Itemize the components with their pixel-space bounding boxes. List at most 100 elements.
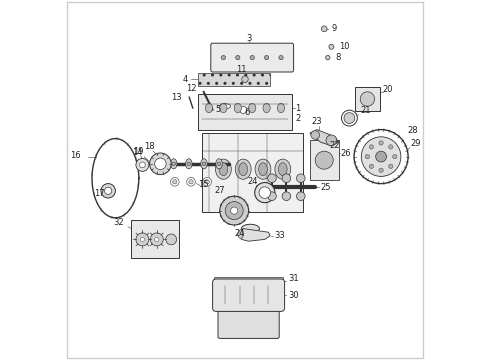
FancyBboxPatch shape <box>202 133 303 212</box>
Ellipse shape <box>277 103 285 113</box>
Ellipse shape <box>205 180 209 184</box>
Ellipse shape <box>238 230 244 238</box>
Ellipse shape <box>296 174 305 183</box>
Text: 11: 11 <box>236 65 246 74</box>
Ellipse shape <box>379 168 383 172</box>
Ellipse shape <box>236 55 240 60</box>
FancyBboxPatch shape <box>355 87 380 112</box>
Ellipse shape <box>136 233 149 246</box>
Ellipse shape <box>221 55 225 60</box>
Ellipse shape <box>268 174 276 183</box>
Text: 14: 14 <box>132 148 143 157</box>
Ellipse shape <box>171 159 177 169</box>
Ellipse shape <box>250 55 254 60</box>
Text: 12: 12 <box>186 84 196 93</box>
Text: 29: 29 <box>411 139 421 148</box>
Text: 21: 21 <box>360 106 371 115</box>
Text: 2: 2 <box>295 114 301 123</box>
Text: 10: 10 <box>339 42 349 51</box>
Ellipse shape <box>379 141 383 145</box>
Ellipse shape <box>255 159 271 179</box>
Text: 22: 22 <box>330 141 340 150</box>
Ellipse shape <box>201 159 207 169</box>
Text: 30: 30 <box>288 291 299 300</box>
Ellipse shape <box>155 159 162 169</box>
FancyBboxPatch shape <box>218 306 279 338</box>
Ellipse shape <box>150 233 163 246</box>
Ellipse shape <box>217 162 221 166</box>
Ellipse shape <box>101 184 116 198</box>
Ellipse shape <box>296 192 305 201</box>
Ellipse shape <box>275 159 291 179</box>
Ellipse shape <box>220 196 248 225</box>
FancyBboxPatch shape <box>213 279 285 311</box>
Text: 26: 26 <box>341 148 351 158</box>
Text: 8: 8 <box>335 53 341 62</box>
Ellipse shape <box>279 55 283 60</box>
Ellipse shape <box>157 162 160 166</box>
Text: 5: 5 <box>216 105 220 114</box>
Ellipse shape <box>186 159 192 169</box>
Ellipse shape <box>234 103 242 113</box>
FancyBboxPatch shape <box>198 73 270 85</box>
Text: 28: 28 <box>407 126 417 135</box>
Polygon shape <box>240 229 270 241</box>
Ellipse shape <box>263 103 270 113</box>
Ellipse shape <box>326 135 337 146</box>
Text: 20: 20 <box>383 85 393 94</box>
Text: 24: 24 <box>247 177 257 186</box>
Ellipse shape <box>259 187 270 198</box>
Ellipse shape <box>315 151 333 169</box>
Ellipse shape <box>220 103 227 113</box>
Ellipse shape <box>225 202 243 220</box>
Text: 32: 32 <box>114 218 124 227</box>
Ellipse shape <box>155 158 166 170</box>
Ellipse shape <box>329 44 334 49</box>
Ellipse shape <box>376 151 387 162</box>
Ellipse shape <box>360 92 374 106</box>
Ellipse shape <box>202 162 206 166</box>
Ellipse shape <box>259 163 268 176</box>
Ellipse shape <box>268 192 276 201</box>
Text: 13: 13 <box>172 93 182 102</box>
Ellipse shape <box>166 234 176 245</box>
Text: 27: 27 <box>215 186 225 195</box>
Text: 6: 6 <box>244 108 249 117</box>
Ellipse shape <box>239 163 247 176</box>
Ellipse shape <box>140 162 145 168</box>
FancyBboxPatch shape <box>198 94 292 130</box>
Ellipse shape <box>140 237 145 242</box>
Ellipse shape <box>255 183 275 203</box>
Ellipse shape <box>172 180 177 184</box>
Ellipse shape <box>369 164 373 168</box>
Ellipse shape <box>265 55 269 60</box>
FancyBboxPatch shape <box>310 140 339 180</box>
Ellipse shape <box>155 237 159 242</box>
Ellipse shape <box>216 159 231 179</box>
Text: 15: 15 <box>198 180 209 189</box>
Ellipse shape <box>365 154 369 159</box>
Ellipse shape <box>342 110 357 126</box>
Text: 17: 17 <box>94 189 104 198</box>
Ellipse shape <box>172 162 175 166</box>
Ellipse shape <box>171 177 179 186</box>
Ellipse shape <box>187 162 191 166</box>
Ellipse shape <box>216 159 222 169</box>
Ellipse shape <box>240 106 247 113</box>
Text: 1: 1 <box>295 104 301 113</box>
Ellipse shape <box>389 164 393 168</box>
FancyBboxPatch shape <box>215 277 283 284</box>
Ellipse shape <box>361 137 401 176</box>
Ellipse shape <box>282 174 291 183</box>
Ellipse shape <box>392 154 397 159</box>
Ellipse shape <box>369 145 373 149</box>
Ellipse shape <box>344 113 355 123</box>
Ellipse shape <box>242 224 259 233</box>
Ellipse shape <box>248 103 256 113</box>
Ellipse shape <box>219 163 228 176</box>
Ellipse shape <box>311 131 319 139</box>
Text: 19: 19 <box>134 147 144 156</box>
Text: 23: 23 <box>312 117 322 126</box>
Text: 31: 31 <box>288 274 299 283</box>
Ellipse shape <box>389 145 393 149</box>
